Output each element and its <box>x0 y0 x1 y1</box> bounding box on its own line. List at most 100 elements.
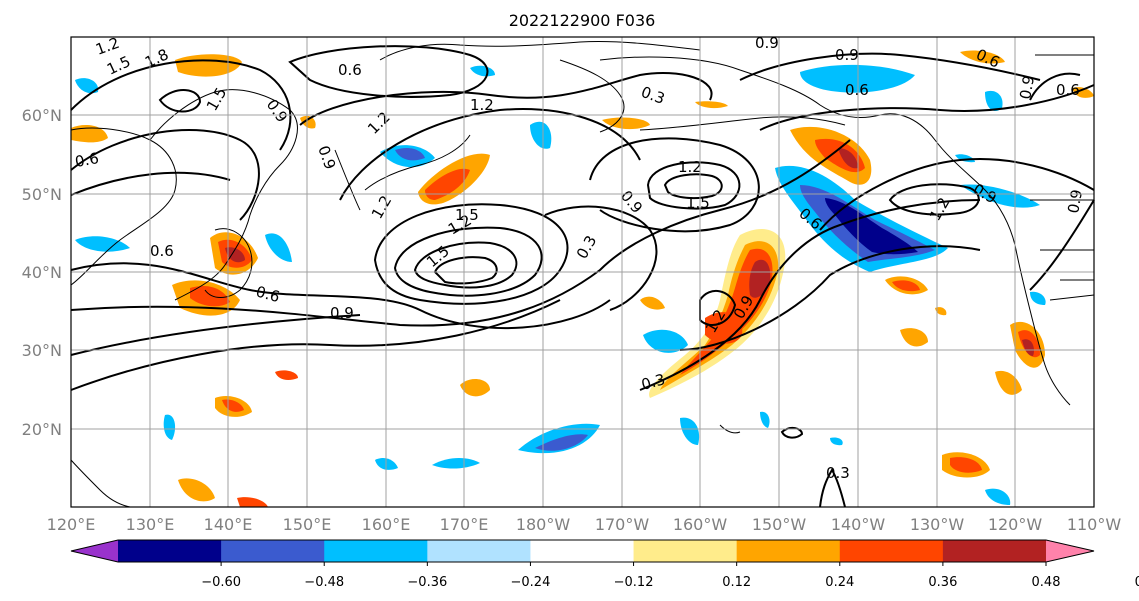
contour-line <box>646 161 741 210</box>
y-tick-label: 30°N <box>22 341 62 360</box>
red-region-small-2-core <box>892 280 920 292</box>
colorbar-tick-label: −0.60 <box>201 575 241 590</box>
contour-line <box>70 59 292 151</box>
contour-lines <box>70 45 1095 508</box>
colorbar-tick-label: 0.48 <box>1032 575 1061 590</box>
red-region-small-11 <box>935 307 947 316</box>
colorbar-segment <box>633 540 738 562</box>
red-region-small-7 <box>1072 87 1094 98</box>
colorbar-extend-low <box>71 540 118 562</box>
contour-line <box>819 468 846 508</box>
coastline-chukotka <box>379 41 701 61</box>
blue-region-china <box>75 236 130 252</box>
blue-region-central-pacific <box>643 329 688 353</box>
blue-region-south-2 <box>432 458 480 469</box>
red-region-south-japan-core <box>190 285 230 307</box>
contour-line <box>544 205 658 311</box>
contour-label: 0.9 <box>755 34 779 52</box>
colorbar-tick-label: 0.12 <box>722 575 751 590</box>
red-region-small-10 <box>300 115 316 129</box>
contour-label: 1.5 <box>686 194 710 212</box>
red-region-small-6 <box>237 497 268 507</box>
red-region-small-9 <box>275 370 298 380</box>
blue-region-south-5 <box>163 414 176 440</box>
red-region-kamchatka-core <box>425 168 470 200</box>
contour-label: 0.9 <box>1016 74 1038 101</box>
y-tick-label: 40°N <box>22 263 62 282</box>
red-region-aleutian <box>695 101 728 109</box>
blue-region-south-3 <box>680 417 700 445</box>
red-region-south-east-core <box>950 457 982 473</box>
blue-region-nw <box>75 78 99 94</box>
contour-label: 0.6 <box>338 61 362 79</box>
x-tick-label: 120°E <box>47 515 96 534</box>
colorbar-tick-label: 0.36 <box>928 575 957 590</box>
contour-line <box>158 89 202 113</box>
colorbar-segment <box>736 540 841 562</box>
coastline-bering-strait <box>559 59 625 133</box>
contour-label: 0.6 <box>254 282 282 306</box>
red-region-subtropical-jet <box>649 229 786 398</box>
coastline-philippines <box>70 459 131 508</box>
contour-label: 1.2 <box>470 96 494 114</box>
red-region-small-1 <box>640 296 665 310</box>
blue-region-japan <box>265 233 292 262</box>
red-region-small-5 <box>178 478 215 502</box>
coastline-hawaii <box>719 424 741 434</box>
contour-line <box>589 137 760 233</box>
contour-line <box>780 426 804 439</box>
colorbar-segment <box>118 540 222 562</box>
x-tick-label: 170°E <box>440 515 489 534</box>
contour-line <box>699 290 737 326</box>
coastline-kuril <box>334 149 361 211</box>
red-region-north-central <box>602 117 650 130</box>
blue-region-n1 <box>470 65 495 77</box>
y-tick-label: 50°N <box>22 185 62 204</box>
contour-line <box>70 314 361 356</box>
x-tick-label: 140°W <box>831 515 886 534</box>
blue-region-south-4 <box>985 488 1011 505</box>
x-tick-label: 160°W <box>673 515 728 534</box>
colorbar-segment <box>324 540 428 562</box>
colorbar-segment <box>530 540 635 562</box>
coastline-asia <box>70 127 177 286</box>
blue-region-small-4 <box>830 437 843 446</box>
contour-label: 0.6 <box>74 149 101 171</box>
gridlines <box>71 37 1094 507</box>
contour-line <box>373 203 569 305</box>
red-region-central-south <box>460 378 490 397</box>
contour-label: 0.9 <box>835 46 859 64</box>
blue-region-kamchatka-core <box>395 147 425 161</box>
red-region-small-8 <box>960 50 1005 64</box>
red-region-china-north <box>71 125 108 143</box>
y-tick-label: 20°N <box>22 420 62 439</box>
colorbar-tick-label: 0.24 <box>825 575 854 590</box>
coastline-borders <box>1030 54 1095 301</box>
figure-title: 2022122900 F036 <box>509 11 656 30</box>
contour-line <box>663 173 723 200</box>
colorbar-tick-label: 0.60 <box>1135 575 1139 590</box>
contour-line <box>759 84 1095 131</box>
y-axis-ticks: 20°N 30°N 40°N 50°N 60°N <box>22 106 62 439</box>
x-tick-label: 130°E <box>126 515 175 534</box>
contour-line <box>288 45 489 98</box>
colorbar-segment <box>942 540 1047 562</box>
blue-region-sw-us <box>1030 291 1046 305</box>
colorbar: −0.60 −0.48 −0.36 −0.24 −0.12 0.12 0.24 0.36 0.4… <box>70 539 1139 590</box>
contour-line <box>739 52 1041 81</box>
contour-label: 0.3 <box>639 370 667 394</box>
blue-region-north-pacific <box>530 121 552 149</box>
colorbar-outline <box>70 539 1095 563</box>
colorbar-tick-label: −0.36 <box>407 575 447 590</box>
map-frame <box>70 36 1095 508</box>
y-tick-label: 60°N <box>22 106 62 125</box>
contour-label: 0.9 <box>330 304 354 322</box>
colorbar-tick-label: −0.12 <box>614 575 654 590</box>
coastline-aleutians <box>639 116 846 131</box>
x-tick-label: 150°W <box>752 515 807 534</box>
contour-line <box>299 72 713 126</box>
blue-region-gulf-of-alaska <box>775 165 948 272</box>
x-tick-label: 120°W <box>988 515 1043 534</box>
blue-region-bc-coast <box>960 184 1040 208</box>
contour-line <box>70 129 260 221</box>
